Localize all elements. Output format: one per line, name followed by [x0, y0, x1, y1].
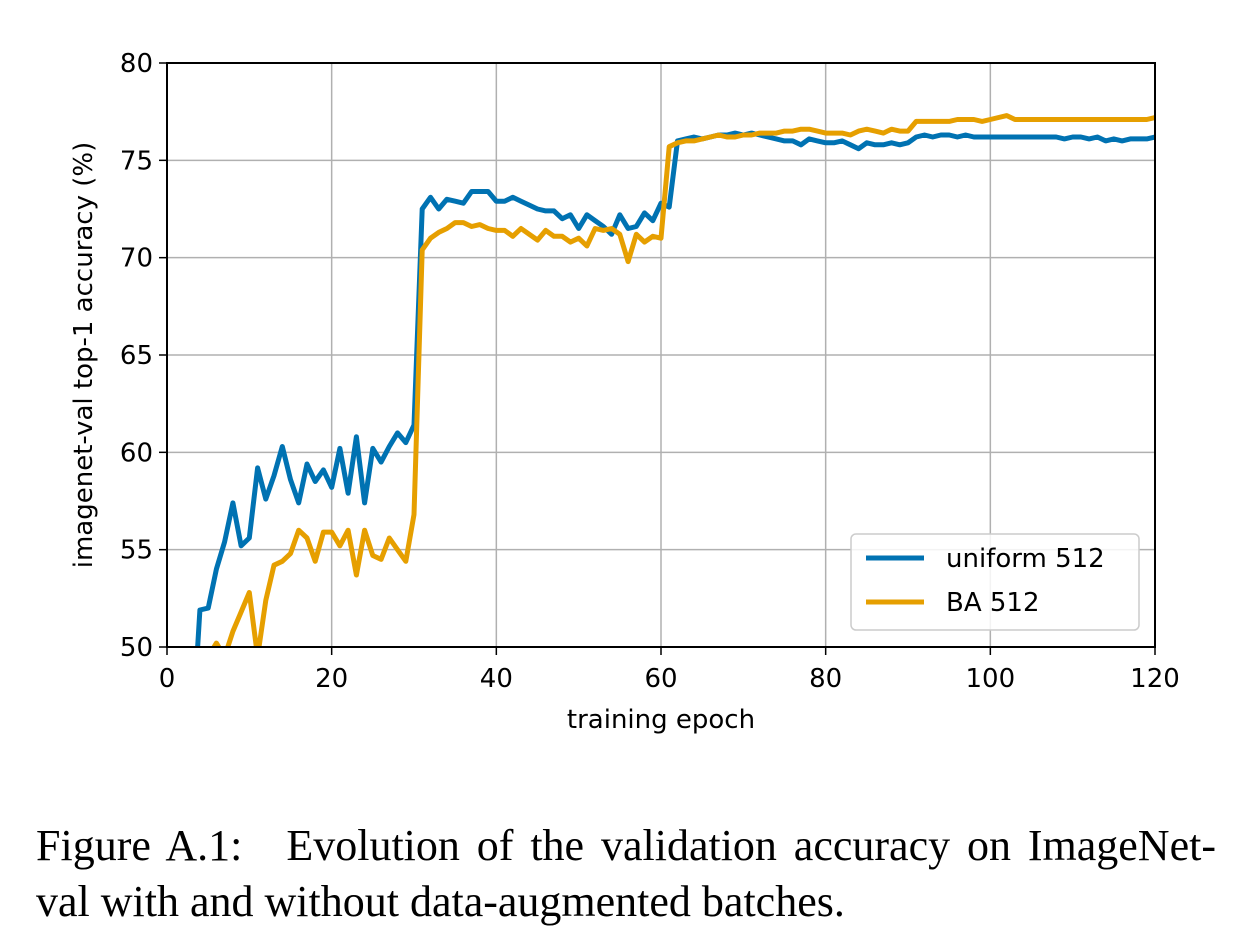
figure-caption-label: Figure A.1:: [36, 821, 243, 870]
y-tick-label: 60: [120, 438, 153, 468]
legend-label-uniform-512: uniform 512: [946, 544, 1105, 574]
x-tick-label: 40: [480, 664, 513, 694]
line-chart: 0 20 40 60 80 100 120 50 55 60 65 70 75 80 training e…: [69, 49, 1180, 735]
y-tick-label: 75: [120, 146, 153, 176]
series-line-uniform-512: [195, 130, 1155, 647]
y-tick-label: 50: [120, 633, 153, 663]
legend: uniform 512 BA 512: [850, 533, 1140, 631]
x-tick-label: 0: [159, 664, 176, 694]
figure-caption: Figure A.1: Evolution of the validation a…: [36, 818, 1216, 930]
y-axis-title: imagenet-val top-1 accuracy (%): [69, 142, 99, 569]
x-tick-label: 60: [644, 664, 677, 694]
y-tick-label: 55: [120, 536, 153, 566]
series-line-ba-512: [211, 113, 1155, 647]
x-tick-label: 100: [966, 664, 1016, 694]
y-tick-label: 80: [120, 49, 153, 79]
y-tick-label: 65: [120, 341, 153, 371]
y-tick-label: 70: [120, 244, 153, 274]
x-tick-label: 120: [1130, 664, 1180, 694]
axis-ticks: 0 20 40 60 80 100 120 50 55 60 65 70 75 80: [120, 49, 1180, 694]
figure-caption-text: Evolution of the validation accuracy on …: [36, 821, 1216, 926]
series-group: [195, 113, 1155, 647]
legend-label-ba-512: BA 512: [946, 588, 1040, 618]
x-tick-label: 80: [809, 664, 842, 694]
x-axis-title: training epoch: [567, 705, 755, 735]
x-tick-label: 20: [315, 664, 348, 694]
